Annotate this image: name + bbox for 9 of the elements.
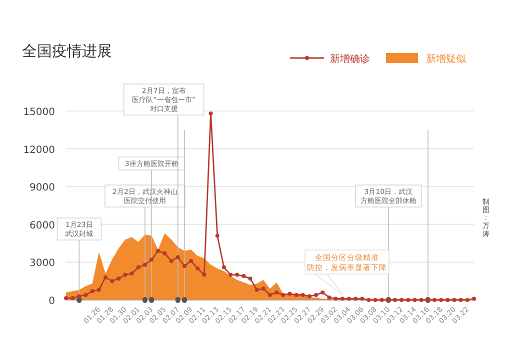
y-tick-label: 3000	[30, 258, 55, 270]
y-tick-label: 15000	[23, 107, 55, 118]
y-tick-label: 12000	[23, 144, 55, 156]
legend-label: 新增确诊	[330, 53, 370, 65]
chart-title: 全国疫情进展	[22, 42, 112, 60]
y-tick-label: 0	[48, 296, 55, 307]
y-tick-label: 9000	[30, 182, 55, 194]
legend-label: 新增疑似	[426, 53, 466, 65]
y-tick-label: 6000	[30, 220, 55, 232]
